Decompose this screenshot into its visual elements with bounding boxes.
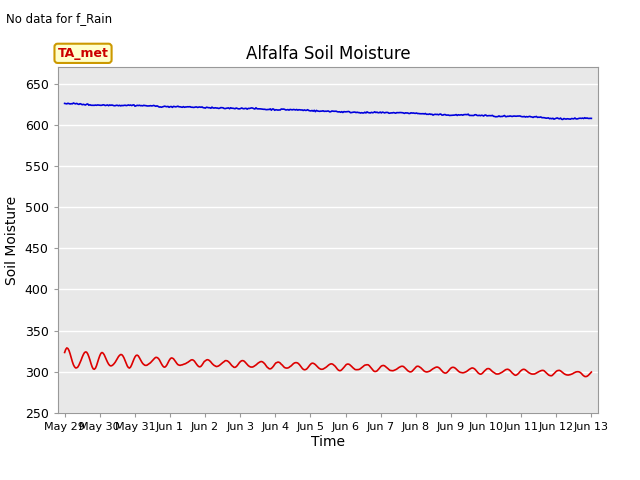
Text: TA_met: TA_met xyxy=(58,47,108,60)
X-axis label: Time: Time xyxy=(311,434,345,449)
Title: Alfalfa Soil Moisture: Alfalfa Soil Moisture xyxy=(246,45,410,63)
Text: No data for f_Rain: No data for f_Rain xyxy=(6,12,113,25)
Y-axis label: Soil Moisture: Soil Moisture xyxy=(5,195,19,285)
